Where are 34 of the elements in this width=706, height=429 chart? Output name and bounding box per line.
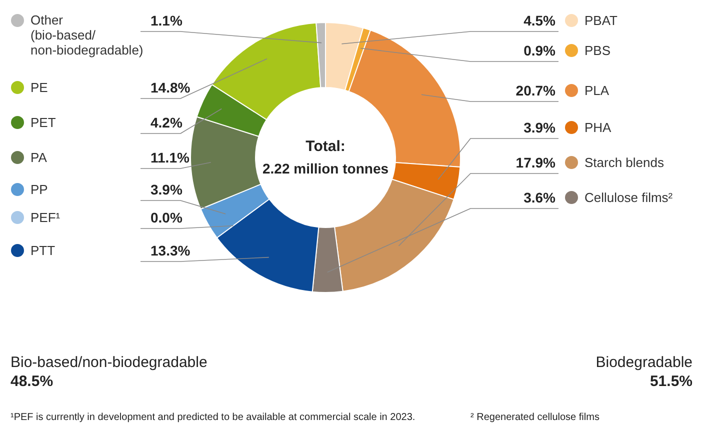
legend-label: PET (30, 115, 56, 130)
legend-label: PEF¹ (30, 210, 61, 225)
data-label: 13.3% (150, 242, 191, 258)
text: ² Regenerated cellulose films (470, 412, 600, 423)
legend-label: Other (bio-based/ non-biodegradable) (30, 12, 144, 58)
data-label: 3.9% (150, 182, 183, 198)
legend-label: PLA (584, 83, 610, 98)
text: ¹PEF is currently in development and predicted to be available at commercial scale in 2023. (10, 412, 416, 423)
legend-label: PE (30, 80, 48, 95)
legend-label: PBS (584, 43, 611, 58)
text: Biodegradable (596, 354, 693, 371)
text: 51.5% (650, 373, 693, 390)
data-label: 20.7% (516, 82, 556, 98)
data-label: 17.9% (516, 154, 556, 170)
legend-label: PA (30, 150, 48, 165)
data-label: 3.6% (524, 190, 556, 206)
text: Total: (306, 138, 346, 155)
legend-label: PHA (584, 120, 612, 135)
data-label: 14.8% (150, 80, 191, 96)
data-label: 4.5% (524, 12, 556, 28)
legend-label: Cellulose films² (584, 190, 674, 205)
legend-label: PBAT (584, 13, 618, 28)
legend-label: PTT (30, 243, 56, 258)
text: 2.22 million tonnes (262, 160, 389, 176)
legend-label: PP (30, 182, 48, 197)
data-label: 3.9% (524, 120, 556, 136)
data-label: 1.1% (150, 12, 183, 28)
text: 0.0% (150, 210, 182, 226)
legend-label: Starch blends (584, 155, 664, 170)
data-label: 4.2% (150, 114, 183, 130)
text: Bio-based/non-biodegradable (10, 354, 208, 371)
text: 48.5% (10, 373, 54, 390)
data-label: 11.1% (150, 150, 190, 166)
data-label: 0.9% (524, 42, 556, 58)
